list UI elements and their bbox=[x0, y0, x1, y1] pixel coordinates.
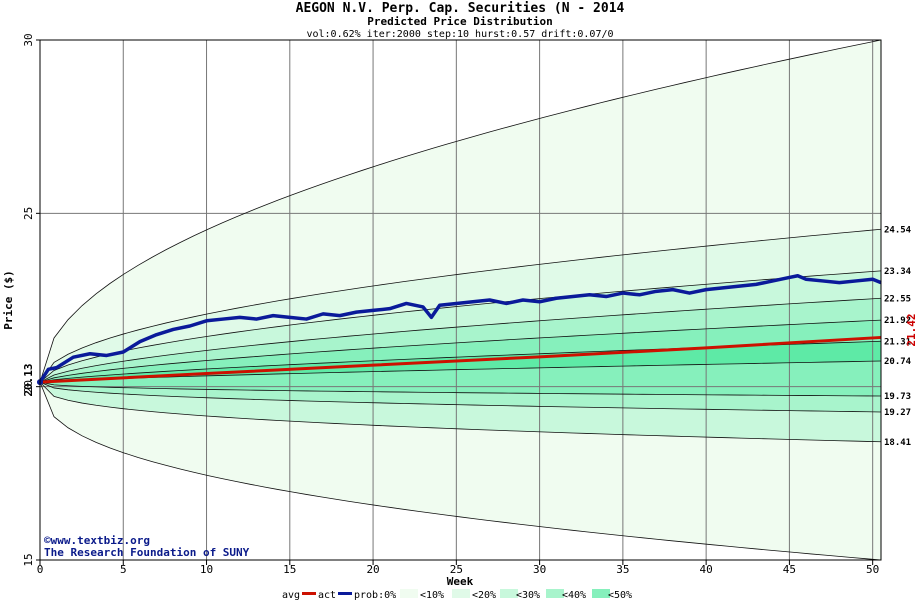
band-end-label: 21.92 bbox=[884, 316, 911, 326]
probability-band bbox=[40, 382, 881, 560]
probability-band bbox=[40, 361, 881, 397]
y-tick-label: 20 bbox=[22, 380, 35, 393]
y-tick-label: 30 bbox=[22, 33, 35, 46]
chart-params: vol:0.62% iter:2000 step:10 hurst:0.57 d… bbox=[306, 29, 613, 40]
x-tick-label: 15 bbox=[283, 563, 296, 576]
legend-b50-label: <50% bbox=[608, 590, 632, 600]
probability-band bbox=[40, 40, 881, 383]
band-end-label: 20.74 bbox=[884, 357, 912, 367]
band-end-label: 24.54 bbox=[884, 225, 912, 235]
y-tick-label: 15 bbox=[22, 553, 35, 566]
credit-organization: The Research Foundation of SUNY bbox=[44, 546, 250, 559]
legend-prob-label: prob:0% bbox=[354, 590, 396, 600]
band-boundary-line bbox=[40, 319, 881, 383]
band-boundary-line bbox=[40, 270, 881, 383]
x-tick-label: 25 bbox=[450, 563, 463, 576]
band-end-label: 22.55 bbox=[884, 294, 911, 304]
probability-band bbox=[40, 382, 881, 412]
legend-act-swatch bbox=[338, 592, 352, 595]
x-tick-label: 0 bbox=[37, 563, 44, 576]
probability-bands bbox=[40, 40, 881, 560]
band-end-label: 21.31 bbox=[884, 337, 911, 347]
band-end-label: 18.41 bbox=[884, 438, 911, 448]
legend-act-label: act bbox=[318, 590, 336, 600]
legend: avg act prob:0% <10% <20% <30% <40% <50% bbox=[282, 589, 632, 600]
actual-series-line bbox=[38, 273, 882, 384]
legend-avg-label: avg bbox=[282, 590, 300, 600]
band-boundary-line bbox=[40, 40, 881, 383]
x-tick-label: 10 bbox=[200, 563, 213, 576]
x-tick-label: 40 bbox=[700, 563, 713, 576]
legend-b20-label: <20% bbox=[472, 590, 496, 600]
band-boundary-line bbox=[40, 228, 881, 383]
x-tick-label: 5 bbox=[120, 563, 127, 576]
series-lines bbox=[37, 273, 882, 386]
x-tick-label: 50 bbox=[866, 563, 879, 576]
legend-band30-swatch bbox=[546, 589, 564, 598]
legend-b40-label: <40% bbox=[562, 590, 586, 600]
probability-band bbox=[40, 298, 881, 383]
legend-b10-label: <10% bbox=[420, 590, 444, 600]
band-end-label: 19.27 bbox=[884, 408, 911, 418]
credit-website[interactable]: ©www.textbiz.org bbox=[44, 534, 150, 547]
band-boundary-line bbox=[40, 297, 881, 383]
axis-ticks bbox=[36, 39, 874, 565]
band-end-label: 19.73 bbox=[884, 392, 911, 402]
plot-frame bbox=[39, 39, 882, 561]
probability-band bbox=[40, 229, 881, 383]
legend-band40-swatch bbox=[592, 589, 610, 598]
y-axis-title: Price ($) bbox=[2, 270, 15, 330]
band-boundary-line bbox=[40, 381, 881, 413]
x-tick-label: 45 bbox=[783, 563, 796, 576]
chart-title: AEGON N.V. Perp. Cap. Securities (N - 20… bbox=[296, 1, 625, 16]
x-tick-label: 35 bbox=[616, 563, 629, 576]
x-tick-label: 30 bbox=[533, 563, 546, 576]
band-boundary-line bbox=[40, 381, 881, 397]
legend-b30-label: <30% bbox=[516, 590, 540, 600]
actual-end-label: 21.42 bbox=[905, 313, 918, 346]
legend-band20-swatch bbox=[500, 589, 518, 598]
x-axis-title: Week bbox=[447, 575, 474, 588]
axis-labels: 0 5 10 15 20 25 30 35 40 45 50 15 20 25 30 24.54 23.34 22… bbox=[22, 33, 912, 576]
band-boundary-line bbox=[40, 382, 881, 560]
legend-band0-swatch bbox=[400, 589, 418, 598]
legend-band10-swatch bbox=[452, 589, 470, 598]
band-boundary-line bbox=[40, 360, 881, 383]
legend-avg-swatch bbox=[302, 592, 316, 595]
start-price-label: 20.13 bbox=[22, 363, 35, 396]
chart-subtitle: Predicted Price Distribution bbox=[367, 15, 552, 28]
band-end-label: 23.34 bbox=[884, 267, 912, 277]
band-boundary-line bbox=[40, 381, 881, 443]
y-tick-label: 25 bbox=[22, 207, 35, 220]
x-tick-label: 20 bbox=[366, 563, 379, 576]
probability-band bbox=[40, 382, 881, 442]
band-boundary-lines bbox=[40, 40, 881, 560]
avg-series-line bbox=[39, 335, 882, 384]
